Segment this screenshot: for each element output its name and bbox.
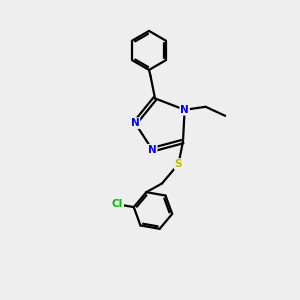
- Text: S: S: [175, 159, 182, 169]
- Text: Cl: Cl: [112, 199, 123, 209]
- Text: N: N: [148, 145, 157, 155]
- Text: N: N: [180, 105, 189, 115]
- Text: N: N: [131, 118, 140, 128]
